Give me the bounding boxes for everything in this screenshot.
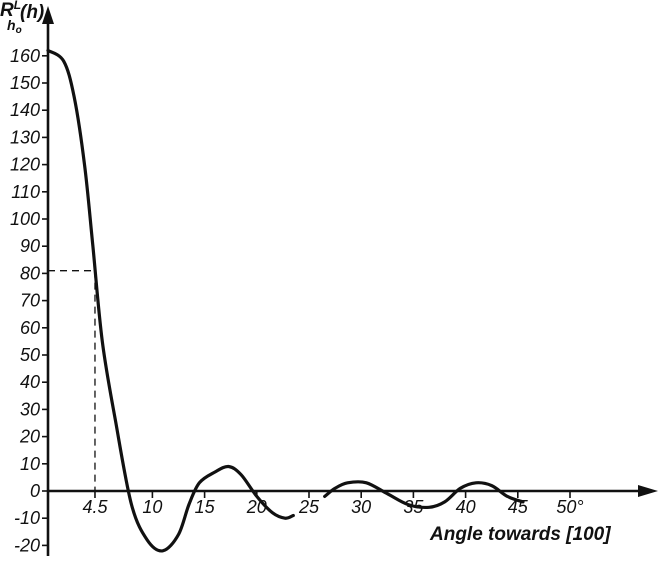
y-tick-label: 70 [20, 291, 40, 311]
guide-lines [48, 270, 96, 491]
y-tick-label: 80 [20, 263, 40, 283]
y-tick-label: 110 [11, 182, 40, 202]
axes [42, 6, 658, 556]
y-ticks: 1601501401301201101009080706050403020100… [10, 46, 48, 555]
y-tick-label: 160 [10, 46, 40, 66]
y-tick-label: 90 [20, 236, 40, 256]
y-tick-label: 40 [20, 372, 40, 392]
x-tick-label: 15 [195, 497, 216, 517]
y-tick-label: 140 [10, 100, 40, 120]
y-tick-label: 50 [20, 345, 40, 365]
y-tick-label: 30 [20, 399, 40, 419]
y-tick-label: 120 [10, 155, 40, 175]
y-tick-label: -20 [14, 535, 40, 555]
y-tick-label: 150 [10, 73, 40, 93]
y-tick-label: 10 [20, 454, 40, 474]
x-tick-label: 30 [351, 497, 371, 517]
x-axis-title: Angle towards [100] [429, 524, 611, 545]
x-tick-label: 50° [556, 497, 583, 517]
x-tick-label: 4.5 [82, 497, 108, 517]
y-tick-label: -10 [14, 508, 40, 528]
y-tick-label: 100 [10, 209, 40, 229]
curve-segment [323, 480, 525, 510]
x-tick-label: 20 [246, 497, 267, 517]
x-axis-arrow [638, 485, 658, 497]
x-tick-label: 40 [456, 497, 476, 517]
curve [46, 48, 525, 553]
y-tick-label: 130 [10, 127, 40, 147]
y-axis-title: RL ho(h) [0, 0, 44, 36]
y-tick-label: 0 [30, 481, 40, 501]
y-axis-arrow [42, 6, 54, 24]
x-tick-label: 10 [142, 497, 162, 517]
x-ticks: 4.5 10 15 20 25 30 35 40 45 50° [82, 491, 584, 517]
x-tick-label: 25 [298, 497, 320, 517]
curve-segment [46, 48, 295, 553]
y-tick-label: 20 [19, 427, 40, 447]
y-tick-label: 60 [20, 318, 40, 338]
